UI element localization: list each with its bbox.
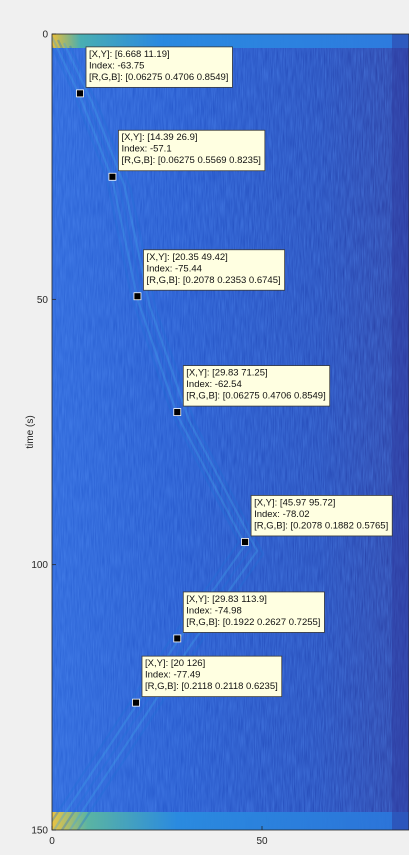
datatip-rgb: [R,G,B]: [0.06275 0.4706 0.8549] bbox=[89, 72, 228, 83]
x-axis-ticks: 0 50 bbox=[49, 826, 268, 847]
datatip-rgb: [R,G,B]: [0.2078 0.2353 0.6745] bbox=[146, 275, 280, 286]
datatip-rgb: [R,G,B]: [0.2078 0.1882 0.5765] bbox=[254, 520, 388, 531]
y-axis-label: time (s) bbox=[25, 415, 36, 448]
datatip-xy: [X,Y]: [45.97 95.72] bbox=[254, 497, 335, 508]
datatip[interactable]: [X,Y]: [14.39 26.9]Index: -57.1[R,G,B]: … bbox=[108, 129, 266, 181]
datatip-box bbox=[143, 249, 286, 291]
y-axis-ticks: 0 50 100 150 bbox=[31, 30, 56, 837]
datatip-rgb: [R,G,B]: [0.06275 0.5569 0.8235] bbox=[121, 155, 260, 166]
datatip-index: Index: -74.98 bbox=[186, 605, 241, 616]
datatip-rgb: [R,G,B]: [0.2118 0.2118 0.6235] bbox=[145, 681, 278, 692]
datatip-box bbox=[141, 655, 283, 698]
datatip-marker[interactable] bbox=[241, 538, 249, 546]
datatip-marker[interactable] bbox=[133, 292, 142, 301]
y-tick-label: 150 bbox=[31, 826, 48, 837]
datatip-index: Index: -78.02 bbox=[254, 509, 309, 520]
y-tick-label: 100 bbox=[31, 560, 48, 571]
y-tick-label: 50 bbox=[37, 295, 49, 306]
datatip-marker[interactable] bbox=[76, 89, 84, 98]
datatip-index: Index: -63.75 bbox=[89, 60, 144, 71]
datatip-box bbox=[250, 495, 393, 537]
datatip-xy: [X,Y]: [14.39 26.9] bbox=[121, 132, 197, 143]
datatip-rgb: [R,G,B]: [0.1922 0.2627 0.7255] bbox=[186, 617, 320, 628]
datatip-box bbox=[182, 591, 325, 633]
datatip-marker[interactable] bbox=[173, 408, 182, 417]
x-tick-label: 50 bbox=[256, 836, 268, 847]
datatip-xy: [X,Y]: [20 126] bbox=[145, 658, 205, 669]
datatip-index: Index: -62.54 bbox=[186, 379, 241, 390]
x-tick-label: 0 bbox=[49, 836, 55, 847]
datatip-xy: [X,Y]: [6.668 11.19] bbox=[89, 49, 170, 60]
datatip[interactable]: [X,Y]: [6.668 11.19]Index: -63.75[R,G,B]… bbox=[76, 46, 233, 98]
datatip-index: Index: -77.49 bbox=[145, 670, 200, 681]
datatip-index: Index: -75.44 bbox=[146, 263, 201, 274]
plot-area-border bbox=[51, 33, 409, 831]
datatip-box bbox=[118, 129, 266, 172]
datatip[interactable]: [X,Y]: [20.35 49.42]Index: -75.44[R,G,B]… bbox=[133, 249, 286, 301]
datatip-index: Index: -57.1 bbox=[121, 144, 171, 155]
datatip-xy: [X,Y]: [20.35 49.42] bbox=[146, 252, 227, 263]
datatip[interactable]: [X,Y]: [29.83 113.9]Index: -74.98[R,G,B]… bbox=[173, 591, 325, 643]
datatip-marker[interactable] bbox=[173, 634, 182, 643]
datatip-marker[interactable] bbox=[132, 698, 140, 707]
datatip-xy: [X,Y]: [29.83 113.9] bbox=[186, 594, 267, 605]
datatip-xy: [X,Y]: [29.83 71.25] bbox=[186, 368, 267, 379]
datatips: [X,Y]: [6.668 11.19]Index: -63.75[R,G,B]… bbox=[76, 46, 393, 707]
datatip[interactable]: [X,Y]: [20 126]Index: -77.49[R,G,B]: [0.… bbox=[132, 655, 283, 707]
datatip-box bbox=[182, 365, 331, 407]
datatip[interactable]: [X,Y]: [29.83 71.25]Index: -62.54[R,G,B]… bbox=[173, 365, 331, 417]
y-tick-label: 0 bbox=[42, 30, 48, 41]
datatip-box bbox=[85, 46, 233, 88]
datatip[interactable]: [X,Y]: [45.97 95.72]Index: -78.02[R,G,B]… bbox=[241, 495, 393, 546]
datatip-rgb: [R,G,B]: [0.06275 0.4706 0.8549] bbox=[186, 391, 325, 402]
datatip-marker[interactable] bbox=[108, 172, 117, 181]
